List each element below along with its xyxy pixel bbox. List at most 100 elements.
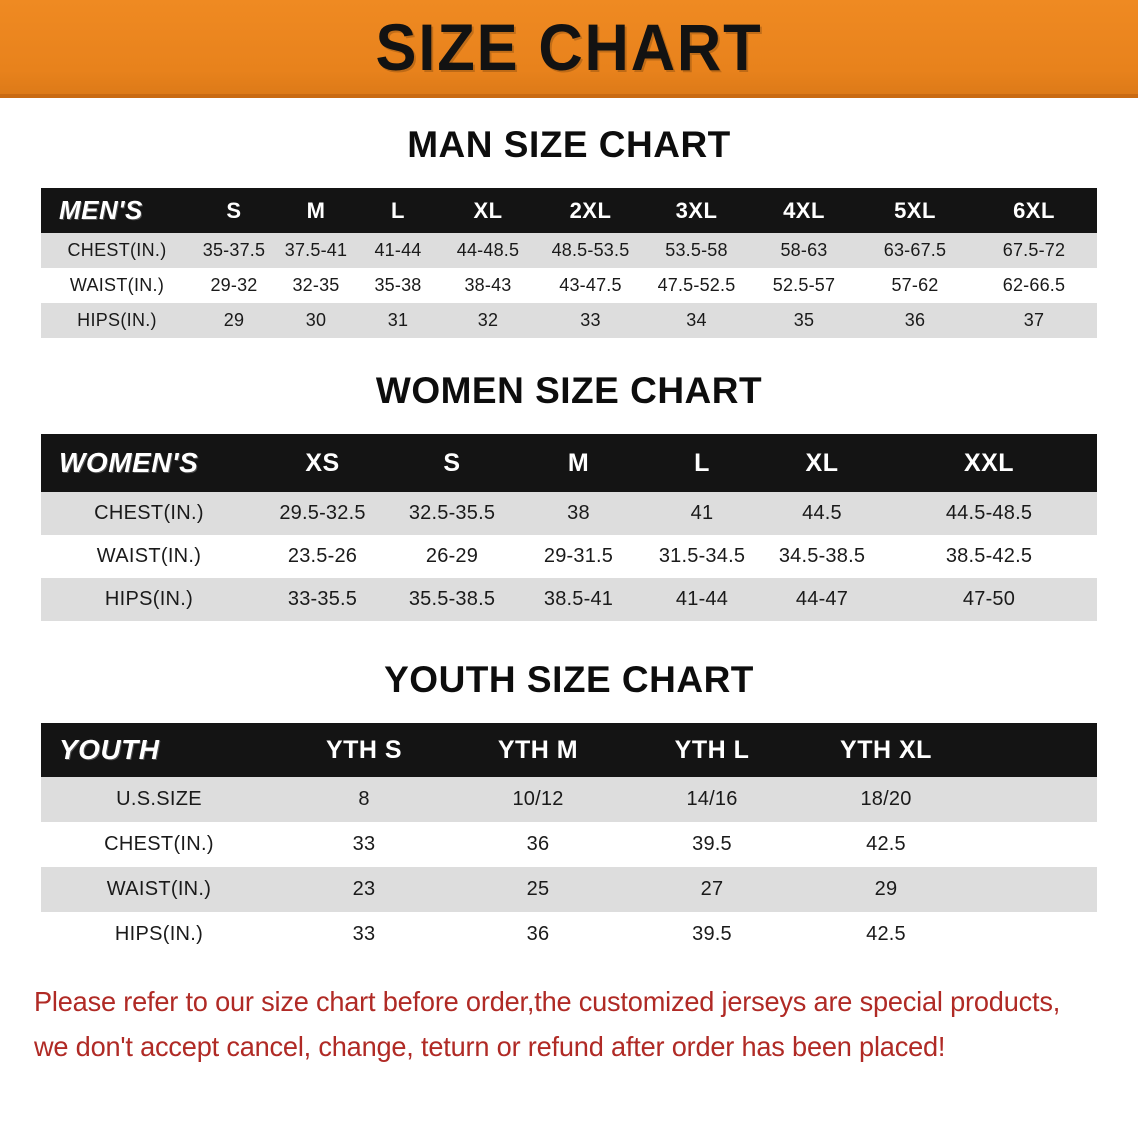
youth-column-header-spacer: [973, 723, 1097, 777]
man-cell-0-3: 44-48.5: [439, 233, 537, 268]
youth-row-label-2: WAIST(IN.): [41, 867, 277, 912]
man-cell-0-7: 63-67.5: [859, 233, 971, 268]
man-column-header-6: 4XL: [749, 188, 859, 233]
youth-cell-1-1: 36: [451, 822, 625, 867]
youth-cell-0-1: 10/12: [451, 777, 625, 822]
youth-cell-spacer: [973, 912, 1097, 957]
man-column-header-3: XL: [439, 188, 537, 233]
youth-cell-3-1: 36: [451, 912, 625, 957]
man-corner-label: MEN'S: [41, 188, 193, 233]
disclaimer-line-1: Please refer to our size chart before or…: [34, 986, 1061, 1017]
women-section-title: WOMEN SIZE CHART: [375, 370, 763, 411]
women-row-label-1: WAIST(IN.): [41, 535, 257, 578]
man-row-label-0: CHEST(IN.): [41, 233, 193, 268]
women-cell-1-1: 26-29: [388, 535, 516, 578]
man-cell-1-6: 52.5-57: [749, 268, 859, 303]
youth-cell-0-0: 8: [277, 777, 451, 822]
women-row-label-2: HIPS(IN.): [41, 578, 257, 621]
man-header-row: MEN'S S M L XL 2XL 3XL 4XL 5XL 6XL: [41, 188, 1097, 233]
women-column-header-1: S: [388, 434, 516, 492]
man-column-header-8: 6XL: [971, 188, 1097, 233]
man-cell-1-2: 35-38: [357, 268, 439, 303]
man-cell-2-7: 36: [859, 303, 971, 338]
man-cell-0-0: 35-37.5: [193, 233, 275, 268]
man-cell-2-1: 30: [275, 303, 357, 338]
youth-corner-label: YOUTH: [41, 723, 277, 777]
youth-size-table: YOUTH YTH S YTH M YTH L YTH XL U.S.SIZE 8 10/12…: [41, 723, 1097, 957]
man-cell-1-4: 43-47.5: [537, 268, 644, 303]
man-cell-2-3: 32: [439, 303, 537, 338]
page-banner: SIZE CHART: [0, 0, 1138, 98]
women-cell-1-5: 38.5-42.5: [881, 535, 1097, 578]
youth-cell-1-3: 42.5: [799, 822, 973, 867]
youth-cell-spacer: [973, 867, 1097, 912]
youth-column-header-3: YTH XL: [799, 723, 973, 777]
man-row-label-2: HIPS(IN.): [41, 303, 193, 338]
youth-cell-0-3: 18/20: [799, 777, 973, 822]
man-cell-0-1: 37.5-41: [275, 233, 357, 268]
table-row: CHEST(IN.) 35-37.5 37.5-41 41-44 44-48.5 48.5…: [41, 233, 1097, 268]
women-cell-2-1: 35.5-38.5: [388, 578, 516, 621]
disclaimer-text: Please refer to our size chart before or…: [34, 979, 1072, 1069]
man-section-title: MAN SIZE CHART: [407, 124, 731, 165]
women-cell-2-4: 44-47: [763, 578, 881, 621]
women-column-header-2: M: [516, 434, 641, 492]
youth-row-label-3: HIPS(IN.): [41, 912, 277, 957]
man-column-header-1: M: [275, 188, 357, 233]
women-cell-2-5: 47-50: [881, 578, 1097, 621]
women-cell-1-2: 29-31.5: [516, 535, 641, 578]
women-cell-1-0: 23.5-26: [257, 535, 388, 578]
man-cell-0-5: 53.5-58: [644, 233, 749, 268]
women-cell-2-2: 38.5-41: [516, 578, 641, 621]
women-column-header-5: XXL: [881, 434, 1097, 492]
women-cell-0-3: 41: [641, 492, 763, 535]
disclaimer-line-2: we don't accept cancel, change, teturn o…: [34, 1031, 946, 1062]
man-cell-1-3: 38-43: [439, 268, 537, 303]
man-size-table: MEN'S S M L XL 2XL 3XL 4XL 5XL 6XL CHEST(IN.) 35-37…: [41, 188, 1097, 338]
man-cell-1-5: 47.5-52.5: [644, 268, 749, 303]
table-row: CHEST(IN.) 33 36 39.5 42.5: [41, 822, 1097, 867]
youth-cell-1-2: 39.5: [625, 822, 799, 867]
women-column-header-0: XS: [257, 434, 388, 492]
table-row: HIPS(IN.) 33 36 39.5 42.5: [41, 912, 1097, 957]
women-header-row: WOMEN'S XS S M L XL XXL: [41, 434, 1097, 492]
youth-cell-2-1: 25: [451, 867, 625, 912]
man-column-header-0: S: [193, 188, 275, 233]
man-cell-0-6: 58-63: [749, 233, 859, 268]
youth-column-header-2: YTH L: [625, 723, 799, 777]
man-cell-2-0: 29: [193, 303, 275, 338]
women-cell-2-3: 41-44: [641, 578, 763, 621]
table-row: HIPS(IN.) 33-35.5 35.5-38.5 38.5-41 41-44 44-…: [41, 578, 1097, 621]
women-cell-0-0: 29.5-32.5: [257, 492, 388, 535]
man-cell-2-8: 37: [971, 303, 1097, 338]
man-cell-1-1: 32-35: [275, 268, 357, 303]
man-column-header-4: 2XL: [537, 188, 644, 233]
youth-cell-2-0: 23: [277, 867, 451, 912]
man-row-label-1: WAIST(IN.): [41, 268, 193, 303]
youth-column-header-1: YTH M: [451, 723, 625, 777]
women-cell-0-5: 44.5-48.5: [881, 492, 1097, 535]
youth-cell-2-3: 29: [799, 867, 973, 912]
women-size-table-wrapper: WOMEN'S XS S M L XL XXL CHEST(IN.) 29.5-32.5 32.5…: [41, 434, 1097, 621]
man-cell-1-8: 62-66.5: [971, 268, 1097, 303]
women-cell-0-2: 38: [516, 492, 641, 535]
man-column-header-5: 3XL: [644, 188, 749, 233]
man-cell-1-7: 57-62: [859, 268, 971, 303]
man-cell-0-8: 67.5-72: [971, 233, 1097, 268]
table-row: WAIST(IN.) 23.5-26 26-29 29-31.5 31.5-34.5 34…: [41, 535, 1097, 578]
table-row: CHEST(IN.) 29.5-32.5 32.5-35.5 38 41 44.5 44.5…: [41, 492, 1097, 535]
women-size-table: WOMEN'S XS S M L XL XXL CHEST(IN.) 29.5-32.5 32.5…: [41, 434, 1097, 621]
man-cell-2-5: 34: [644, 303, 749, 338]
youth-cell-1-0: 33: [277, 822, 451, 867]
man-cell-1-0: 29-32: [193, 268, 275, 303]
women-column-header-4: XL: [763, 434, 881, 492]
youth-size-table-wrapper: YOUTH YTH S YTH M YTH L YTH XL U.S.SIZE 8 10/12…: [41, 723, 1097, 957]
youth-cell-spacer: [973, 777, 1097, 822]
youth-row-label-0: U.S.SIZE: [41, 777, 277, 822]
man-column-header-2: L: [357, 188, 439, 233]
women-row-label-0: CHEST(IN.): [41, 492, 257, 535]
women-cell-0-1: 32.5-35.5: [388, 492, 516, 535]
man-size-table-wrapper: MEN'S S M L XL 2XL 3XL 4XL 5XL 6XL CHEST(IN.) 35-37…: [41, 188, 1097, 338]
table-row: HIPS(IN.) 29 30 31 32 33 34 35 36 37: [41, 303, 1097, 338]
man-cell-2-6: 35: [749, 303, 859, 338]
